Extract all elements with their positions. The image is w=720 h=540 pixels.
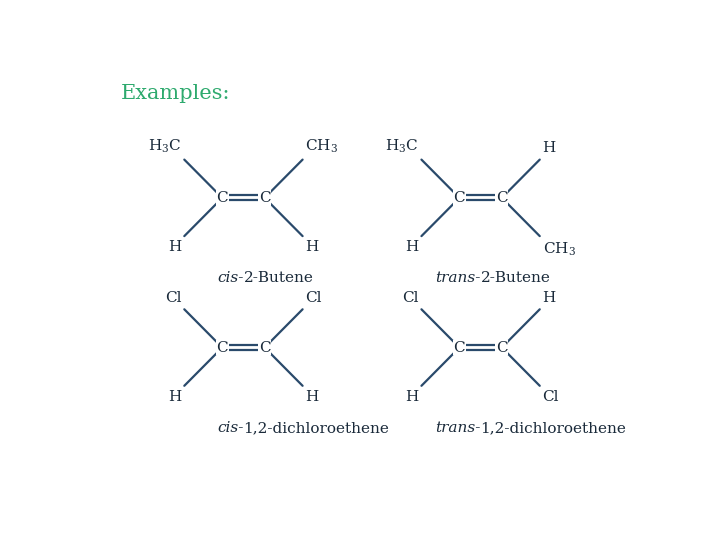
Text: cis-: cis- (217, 421, 243, 435)
Text: Cl: Cl (305, 291, 322, 305)
Text: H: H (543, 141, 556, 156)
Text: H: H (405, 240, 418, 254)
Text: trans-: trans- (435, 421, 481, 435)
Text: H: H (543, 291, 556, 305)
Text: $\mathregular{H_3C}$: $\mathregular{H_3C}$ (148, 138, 181, 156)
Text: trans-: trans- (435, 272, 481, 286)
Text: H: H (168, 390, 181, 404)
Text: C: C (496, 191, 508, 205)
Text: H: H (405, 390, 418, 404)
Text: 2-Butene: 2-Butene (481, 272, 551, 286)
Text: 2-Butene: 2-Butene (243, 272, 313, 286)
Text: H: H (168, 240, 181, 254)
Text: C: C (259, 341, 271, 355)
Text: 1,2-dichloroethene: 1,2-dichloroethene (243, 421, 390, 435)
Text: Cl: Cl (543, 390, 559, 404)
Text: H: H (305, 240, 319, 254)
Text: H: H (305, 390, 319, 404)
Text: $\mathregular{CH_3}$: $\mathregular{CH_3}$ (543, 240, 575, 258)
Text: C: C (454, 191, 465, 205)
Text: C: C (496, 341, 508, 355)
Text: cis-: cis- (217, 272, 243, 286)
Text: C: C (259, 191, 271, 205)
Text: Cl: Cl (165, 291, 181, 305)
Text: C: C (217, 191, 228, 205)
Text: Examples:: Examples: (121, 84, 230, 103)
Text: $\mathregular{CH_3}$: $\mathregular{CH_3}$ (305, 138, 338, 156)
Text: $\mathregular{H_3C}$: $\mathregular{H_3C}$ (385, 138, 418, 156)
Text: C: C (217, 341, 228, 355)
Text: Cl: Cl (402, 291, 418, 305)
Text: C: C (454, 341, 465, 355)
Text: 1,2-dichloroethene: 1,2-dichloroethene (481, 421, 626, 435)
